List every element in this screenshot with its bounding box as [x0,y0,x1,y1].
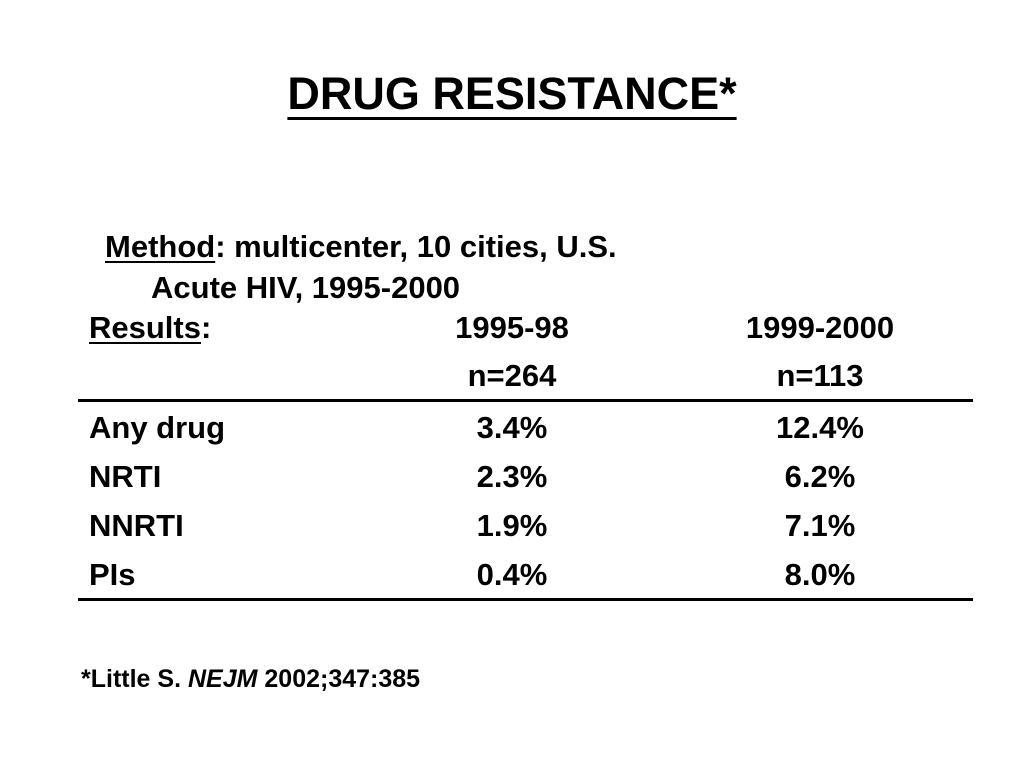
method-text: : multicenter, 10 cities, U.S. [215,229,617,264]
row-label-nnrti: NNRTI [89,508,184,543]
column-header-period-1: 1995-98 [455,310,569,345]
citation-journal: NEJM [187,665,258,693]
slide-title-text: DRUG RESISTANCE* [287,68,737,119]
results-label-cell: Results: [89,309,211,347]
citation: *Little S. NEJM 2002;347:385 [81,663,420,695]
cell-pis-2: 8.0% [784,557,856,592]
cell-nnrti-1: 1.9% [476,508,548,543]
column-header-n-2: n=113 [776,358,864,393]
row-label-pis: PIs [89,557,136,592]
cell-any-drug-2: 12.4% [776,410,864,445]
results-colon: : [200,310,212,345]
method-subline: Acute HIV, 1995-2000 [151,270,461,305]
citation-suffix: 2002;347:385 [257,665,421,693]
cell-nrti-2: 6.2% [784,459,856,494]
table-bottom-rule [78,598,973,601]
method-label: Method [105,229,216,264]
slide-title: DRUG RESISTANCE* [0,66,1024,122]
citation-prefix: *Little S. [81,665,188,693]
cell-pis-1: 0.4% [476,557,548,592]
row-label-any-drug: Any drug [89,410,226,445]
cell-nnrti-2: 7.1% [784,508,856,543]
cell-nrti-1: 2.3% [476,459,548,494]
row-label-nrti: NRTI [89,459,162,494]
method-line: Method: multicenter, 10 cities, U.S. [105,228,617,266]
cell-any-drug-1: 3.4% [476,410,548,445]
column-header-n-1: n=264 [467,358,557,393]
table-top-rule [78,399,973,402]
results-label: Results [89,310,201,345]
column-header-period-2: 1999-2000 [745,310,895,345]
